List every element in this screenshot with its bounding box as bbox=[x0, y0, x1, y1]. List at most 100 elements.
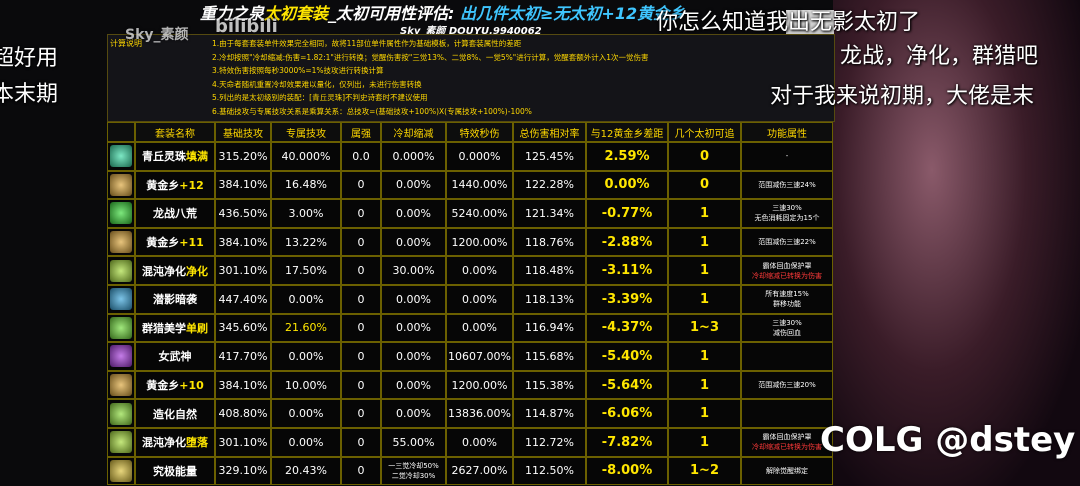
value-cell: 1 bbox=[668, 399, 741, 428]
value-cell: 301.10% bbox=[215, 428, 271, 457]
value-cell: -3.39% bbox=[586, 285, 668, 314]
value-cell: 0.00% bbox=[446, 285, 513, 314]
danmaku: 对于我来说初期，大佬是末 bbox=[770, 84, 1035, 109]
note: 2.冷却按照"冷却缩减:伤害=1.82:1"进行转换；觉醒伤害按"三觉13%、二… bbox=[212, 52, 649, 62]
name-cell: 混沌净化净化 bbox=[135, 256, 215, 285]
value-cell: 384.10% bbox=[215, 170, 271, 200]
function-cell: 范围减伤三速20% bbox=[741, 370, 833, 400]
name-cell: 龙战八荒 bbox=[135, 199, 215, 228]
value-cell: -8.00% bbox=[586, 456, 668, 486]
set-name-line: 龙战八荒 bbox=[153, 205, 197, 221]
set-name: 女武神 bbox=[158, 350, 192, 364]
function-line: 冷却缩减已转换为伤害 bbox=[752, 443, 822, 452]
set-tag: +12 bbox=[179, 178, 204, 192]
value-cell: 345.60% bbox=[215, 313, 271, 343]
set-name: 混沌净化 bbox=[142, 264, 186, 278]
value-cell: -4.37% bbox=[586, 313, 668, 343]
value-cell: 1 bbox=[668, 370, 741, 400]
value-cell: 121.34% bbox=[513, 199, 586, 228]
header-cell: 专属技攻 bbox=[271, 122, 341, 142]
icon-cell bbox=[107, 142, 135, 171]
value-cell: 0.00% bbox=[381, 227, 446, 257]
value-cell: 0 bbox=[668, 142, 741, 171]
function-line: 减伤回血 bbox=[773, 328, 801, 337]
header-cell: 基础技攻 bbox=[215, 122, 271, 142]
value-cell: 55.00% bbox=[381, 428, 446, 457]
icon-cell bbox=[107, 227, 135, 257]
function-cell: 所有速度15% 群移功能 bbox=[741, 285, 833, 314]
function-line: 范围减伤三速24% bbox=[758, 180, 816, 189]
value-line: 一三觉冷却50% bbox=[388, 461, 439, 470]
header-cell: 功能属性 bbox=[741, 122, 833, 142]
value-cell: 447.40% bbox=[215, 285, 271, 314]
header-cell: 属强 bbox=[341, 122, 381, 142]
set-icon bbox=[110, 431, 132, 454]
value-cell: 301.10% bbox=[215, 256, 271, 285]
value-cell: -3.11% bbox=[586, 256, 668, 285]
value-line: 二觉冷却30% bbox=[391, 471, 436, 480]
value-cell: 16.48% bbox=[271, 170, 341, 200]
title-part: 重力之泉 bbox=[200, 4, 265, 23]
value-cell: -7.82% bbox=[586, 428, 668, 457]
function-line: 无色消耗固定为15个 bbox=[754, 214, 820, 223]
value-cell: -5.40% bbox=[586, 342, 668, 371]
set-icon bbox=[110, 231, 132, 254]
value-cell: 0 bbox=[668, 170, 741, 200]
value-cell: 118.76% bbox=[513, 227, 586, 257]
set-icon bbox=[110, 345, 132, 368]
function-cell: 范围减伤三速24% bbox=[741, 170, 833, 200]
value-cell: 122.28% bbox=[513, 170, 586, 200]
value-cell: 118.48% bbox=[513, 256, 586, 285]
function-line: 霸体回血保护罩 bbox=[762, 261, 812, 270]
value-cell: 0 bbox=[341, 313, 381, 343]
function-line: 三速30% bbox=[772, 204, 802, 213]
value-cell: 1~3 bbox=[668, 313, 741, 343]
value-cell: -2.88% bbox=[586, 227, 668, 257]
value-cell: -0.77% bbox=[586, 199, 668, 228]
set-name: 黄金乡 bbox=[146, 379, 180, 393]
set-tag: 堕落 bbox=[186, 436, 208, 450]
value-cell: 1440.00% bbox=[446, 170, 513, 200]
set-name: 混沌净化 bbox=[142, 436, 186, 450]
note: 3.特效伤害按照每秒3000%=1%技攻进行转换计算 bbox=[212, 66, 384, 75]
danmaku: 超好用 bbox=[0, 46, 59, 71]
icon-cell bbox=[107, 170, 135, 200]
watermark: bilibili bbox=[215, 16, 278, 37]
value-cell: 一三觉冷却50% 二觉冷却30% bbox=[381, 456, 446, 486]
set-name-line: 究极能量 bbox=[153, 463, 197, 479]
value-cell: 0 bbox=[341, 399, 381, 428]
value-cell: 0.00% bbox=[381, 399, 446, 428]
value-cell: 0.00% bbox=[381, 285, 446, 314]
title-part: 出几件太初≥无太初+12黄金乡 bbox=[460, 4, 686, 23]
function-line: 范围减伤三速22% bbox=[758, 238, 816, 247]
value-cell: 13.22% bbox=[271, 227, 341, 257]
header-cell: 总伤害相对率 bbox=[513, 122, 586, 142]
notes-label: 计算说明 bbox=[110, 39, 142, 48]
value-cell: 0.00% bbox=[446, 428, 513, 457]
set-tag: +10 bbox=[179, 379, 204, 393]
set-name: 龙战八荒 bbox=[153, 207, 197, 221]
set-icon bbox=[110, 316, 132, 339]
value-cell: 0 bbox=[341, 170, 381, 200]
value-cell: 40.000% bbox=[271, 142, 341, 171]
name-cell: 女武神 bbox=[135, 342, 215, 371]
function-line: 群移功能 bbox=[773, 300, 801, 309]
value-cell: 1 bbox=[668, 342, 741, 371]
danmaku: 本末期 bbox=[0, 82, 59, 107]
set-name-line: 青丘灵珠填满 bbox=[142, 148, 208, 164]
value-cell: 0 bbox=[341, 227, 381, 257]
value-cell: 115.38% bbox=[513, 370, 586, 400]
value-cell: 1~2 bbox=[668, 456, 741, 486]
name-cell: 群猎美学单刷 bbox=[135, 313, 215, 343]
value-cell: 13836.00% bbox=[446, 399, 513, 428]
value-cell: 0 bbox=[341, 285, 381, 314]
set-name: 青丘灵珠 bbox=[142, 150, 186, 164]
header-cell: 与12黄金乡差距 bbox=[586, 122, 668, 142]
value-cell: 20.43% bbox=[271, 456, 341, 486]
value-cell: 1 bbox=[668, 199, 741, 228]
value-cell: 1200.00% bbox=[446, 227, 513, 257]
value-cell: 3.00% bbox=[271, 199, 341, 228]
author: Sky_素颜 DOUYU.9940062 bbox=[400, 26, 542, 37]
value-cell: 0 bbox=[341, 256, 381, 285]
